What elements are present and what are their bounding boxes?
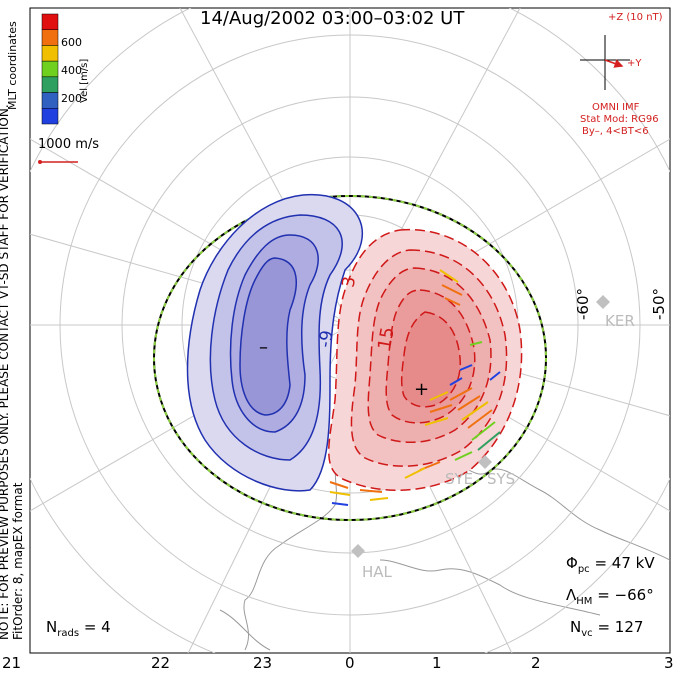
lat-label-50: -50° (650, 288, 668, 320)
positive-potential-cell (328, 228, 523, 491)
scale-swatch (41, 45, 59, 62)
coords-label: MLT coordinates (6, 21, 19, 110)
phi-symbol: Φ (566, 554, 578, 572)
imf-clock-dial (580, 35, 630, 90)
scale-tick-400: 400 (61, 64, 82, 77)
velocity-vectors (329, 269, 501, 506)
phi-subscript: pc (577, 564, 590, 575)
imf-model: Stat Mod: RG96 (580, 114, 659, 125)
scale-tick-600: 600 (61, 36, 82, 49)
mlt-hour-0: 0 (345, 654, 355, 672)
station-sys: SYS (487, 470, 516, 488)
reference-vector-label: 1000 m/s (38, 137, 100, 152)
preview-note-text: NOTE: FOR PREVIEW PURPOSES ONLY. PLEASE … (0, 104, 11, 640)
imf-y-label: +Y (627, 58, 642, 69)
scale-swatch (41, 60, 59, 78)
lambda-value: = −66° (597, 586, 654, 604)
scale-swatch (41, 29, 59, 46)
preview-note: NOTE: FOR PREVIEW PURPOSES ONLY. PLEASE … (0, 104, 25, 640)
lambda-symbol: Λ (566, 586, 577, 604)
coastline (219, 459, 670, 651)
station-sye: SYE (445, 470, 474, 488)
potential-minimum-mark: – (259, 337, 268, 358)
nrads-value: = 4 (83, 618, 111, 636)
imf-z-label: +Z (10 nT) (608, 12, 663, 23)
scale-swatch (41, 13, 59, 30)
contour-label-neg: -9 (315, 328, 338, 350)
scale-swatch (41, 108, 59, 125)
nrads-symbol: N (46, 618, 58, 636)
imf-condition: By–, 4<BT<6 (582, 126, 649, 137)
imf-source: OMNI IMF (592, 102, 640, 113)
fit-order-text: FitOrder: 8, mapEX format (11, 482, 25, 640)
lat-label-60: -60° (574, 288, 592, 320)
nrads-subscript: rads (57, 628, 80, 639)
nvc-value: = 127 (597, 618, 644, 636)
mlt-hour-23: 23 (253, 654, 273, 672)
scale-tick-200: 200 (61, 92, 82, 105)
scale-swatch (41, 76, 59, 93)
hm-latitude: ΛHM = −66° (566, 586, 654, 607)
mlt-hour-2: 2 (531, 654, 541, 672)
mlt-hour-1: 1 (432, 654, 442, 672)
mlt-hour-22: 22 (151, 654, 171, 672)
mlt-hour-3: 3 (664, 654, 674, 672)
nvc-subscript: vc (581, 628, 593, 639)
scale-swatch (41, 92, 59, 109)
negative-potential-cell (186, 193, 363, 492)
potential-maximum-mark: + (414, 379, 430, 400)
velocity-color-scale (41, 13, 59, 125)
lambda-subscript: HM (576, 596, 593, 607)
nvc-symbol: N (570, 618, 582, 636)
phi-value: = 47 kV (594, 554, 655, 572)
mlt-hour-21: 21 (2, 654, 22, 672)
cross-polar-potential: Φpc = 47 kV (566, 554, 655, 575)
station-hal: HAL (362, 563, 392, 581)
radar-count: Nrads = 4 (46, 618, 111, 639)
station-markers (351, 295, 610, 558)
vector-count: Nvc = 127 (570, 618, 643, 639)
contour-label-15: 15 (374, 325, 399, 352)
map-title: 14/Aug/2002 03:00–03:02 UT (200, 8, 465, 29)
station-ker: KER (605, 312, 635, 330)
